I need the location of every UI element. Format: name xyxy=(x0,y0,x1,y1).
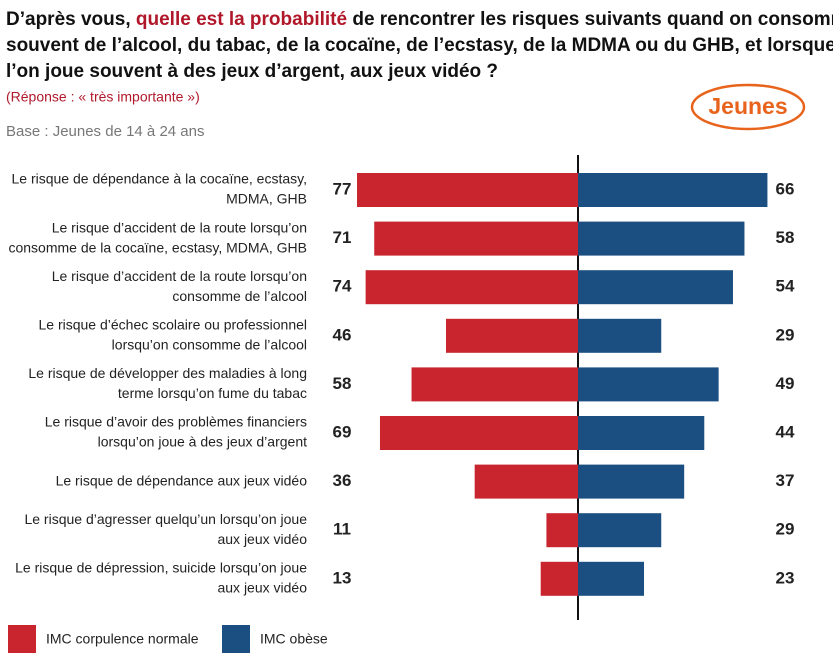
bar-left xyxy=(474,464,578,499)
base-note: Base : Jeunes de 14 à 24 ans xyxy=(6,123,204,140)
bar-right xyxy=(578,318,662,353)
category-label: Le risque de dépendance aux jeux vidéo xyxy=(56,472,308,488)
value-label: 77 xyxy=(333,179,352,198)
category-label: aux jeux vidéo xyxy=(217,580,307,596)
title-segment: souvent de l’alcool, du tabac, de la coc… xyxy=(6,35,833,56)
category-label: Le risque d’accident de la route lorsqu’… xyxy=(52,219,307,235)
value-label: 74 xyxy=(333,277,352,296)
value-label: 58 xyxy=(776,228,795,247)
category-label: terme lorsqu’on fume du tabac xyxy=(118,385,307,401)
category-label: Le risque d’accident de la route lorsqu’… xyxy=(52,268,307,284)
subtitle: (Réponse : « très importante ») xyxy=(6,89,200,105)
title-segment: quelle est la probabilité xyxy=(136,9,347,30)
value-label: 36 xyxy=(333,471,352,490)
category-label: lorsqu’on joue à des jeux d’argent xyxy=(98,434,307,450)
bar-left xyxy=(374,221,578,256)
category-label: Le risque d’avoir des problèmes financie… xyxy=(45,414,307,430)
title-segment: de rencontrer les risques suivants quand… xyxy=(347,9,833,30)
bar-left xyxy=(357,173,578,207)
value-label: 29 xyxy=(776,520,795,539)
bar-left xyxy=(546,513,578,548)
value-label: 23 xyxy=(776,568,795,587)
bar-left xyxy=(411,367,578,402)
bar-left xyxy=(445,318,578,353)
value-label: 11 xyxy=(333,520,351,539)
bar-right xyxy=(578,367,719,402)
value-label: 37 xyxy=(776,471,795,490)
category-label: consomme de la cocaïne, ecstasy, MDMA, G… xyxy=(8,239,307,255)
legend-label: IMC obèse xyxy=(260,631,328,647)
legend-swatch xyxy=(8,625,36,653)
category-label: lorsqu’on consomme de l’alcool xyxy=(112,337,307,353)
value-label: 54 xyxy=(776,277,795,296)
legend-swatch xyxy=(222,625,250,653)
category-label: Le risque de développer des maladies à l… xyxy=(28,365,307,381)
category-label: Le risque de dépendance à la cocaïne, ec… xyxy=(12,171,308,187)
bar-left xyxy=(379,416,578,450)
badge-oval xyxy=(690,83,806,131)
title-segment: l’on joue souvent à des jeux d’argent, a… xyxy=(6,61,498,82)
value-label: 58 xyxy=(333,374,352,393)
category-label: Le risque de dépression, suicide lorsqu’… xyxy=(15,560,307,576)
bar-right xyxy=(578,270,733,305)
value-label: 49 xyxy=(776,374,795,393)
bar-left xyxy=(365,270,578,305)
value-label: 71 xyxy=(333,228,352,247)
value-label: 44 xyxy=(776,422,795,441)
category-label: Le risque d’échec scolaire ou profession… xyxy=(39,317,308,333)
value-label: 13 xyxy=(333,568,352,587)
bar-right xyxy=(578,513,662,548)
chart-title: D’après vous, quelle est la probabilité … xyxy=(6,9,833,82)
value-label: 46 xyxy=(333,325,352,344)
title-segment: D’après vous, xyxy=(6,9,136,30)
bar-right xyxy=(578,416,705,450)
category-label: Le risque d’agresser quelqu’un lorsqu’on… xyxy=(24,511,307,527)
category-label: aux jeux vidéo xyxy=(217,531,307,547)
bar-right xyxy=(578,221,745,256)
bar-right xyxy=(578,561,645,596)
value-label: 29 xyxy=(776,325,795,344)
value-label: 69 xyxy=(333,422,352,441)
badge: Jeunes xyxy=(708,93,787,119)
legend-label: IMC corpulence normale xyxy=(46,631,199,647)
category-label: consomme de l’alcool xyxy=(172,288,307,304)
bar-right xyxy=(578,464,685,499)
bar-left xyxy=(540,561,578,596)
category-label: MDMA, GHB xyxy=(226,191,307,207)
bar-right xyxy=(578,173,768,207)
value-label: 66 xyxy=(776,179,795,198)
